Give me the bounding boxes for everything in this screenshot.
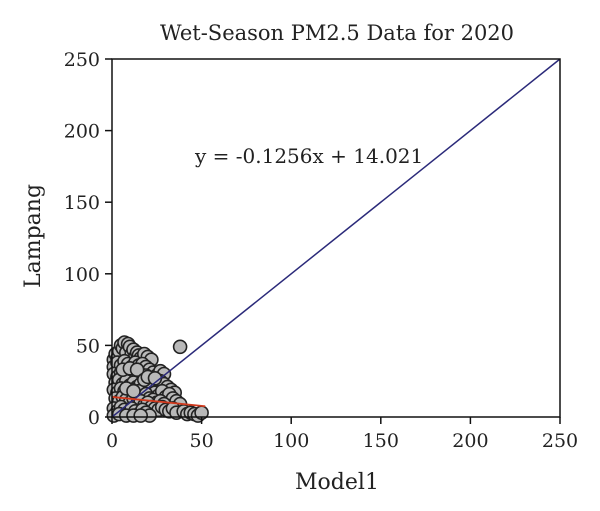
y-tick-label: 200: [64, 121, 100, 143]
y-tick-label: 100: [64, 264, 100, 286]
y-axis-label: Lampang: [21, 184, 46, 288]
x-tick-label: 0: [106, 430, 118, 452]
x-axis-label: Model1: [295, 470, 379, 495]
x-tick-label: 150: [363, 430, 399, 452]
x-tick-label: 200: [452, 430, 488, 452]
y-tick-label: 250: [64, 49, 100, 71]
y-tick-label: 150: [64, 192, 100, 214]
y-axis-ticks: 0 50 100 150 200 250: [64, 49, 112, 429]
y-tick-label: 50: [76, 335, 100, 357]
regression-equation: y = -0.1256x + 14.021: [194, 144, 423, 168]
plot-area: [111, 58, 561, 418]
trend-lines: [111, 58, 561, 418]
x-tick-label: 50: [190, 430, 214, 452]
x-tick-label: 250: [542, 430, 578, 452]
x-tick-label: 100: [273, 430, 309, 452]
data-point: [126, 383, 141, 399]
reference-line: [111, 58, 561, 418]
data-point: [133, 408, 148, 423]
data-point: [129, 362, 145, 378]
data-point: [172, 339, 188, 355]
regression-line: [111, 396, 206, 408]
y-tick-label: 0: [88, 407, 100, 429]
chart-title: Wet-Season PM2.5 Data for 2020: [160, 21, 514, 45]
x-axis-ticks: 0 50 100 150 200 250: [106, 417, 578, 452]
